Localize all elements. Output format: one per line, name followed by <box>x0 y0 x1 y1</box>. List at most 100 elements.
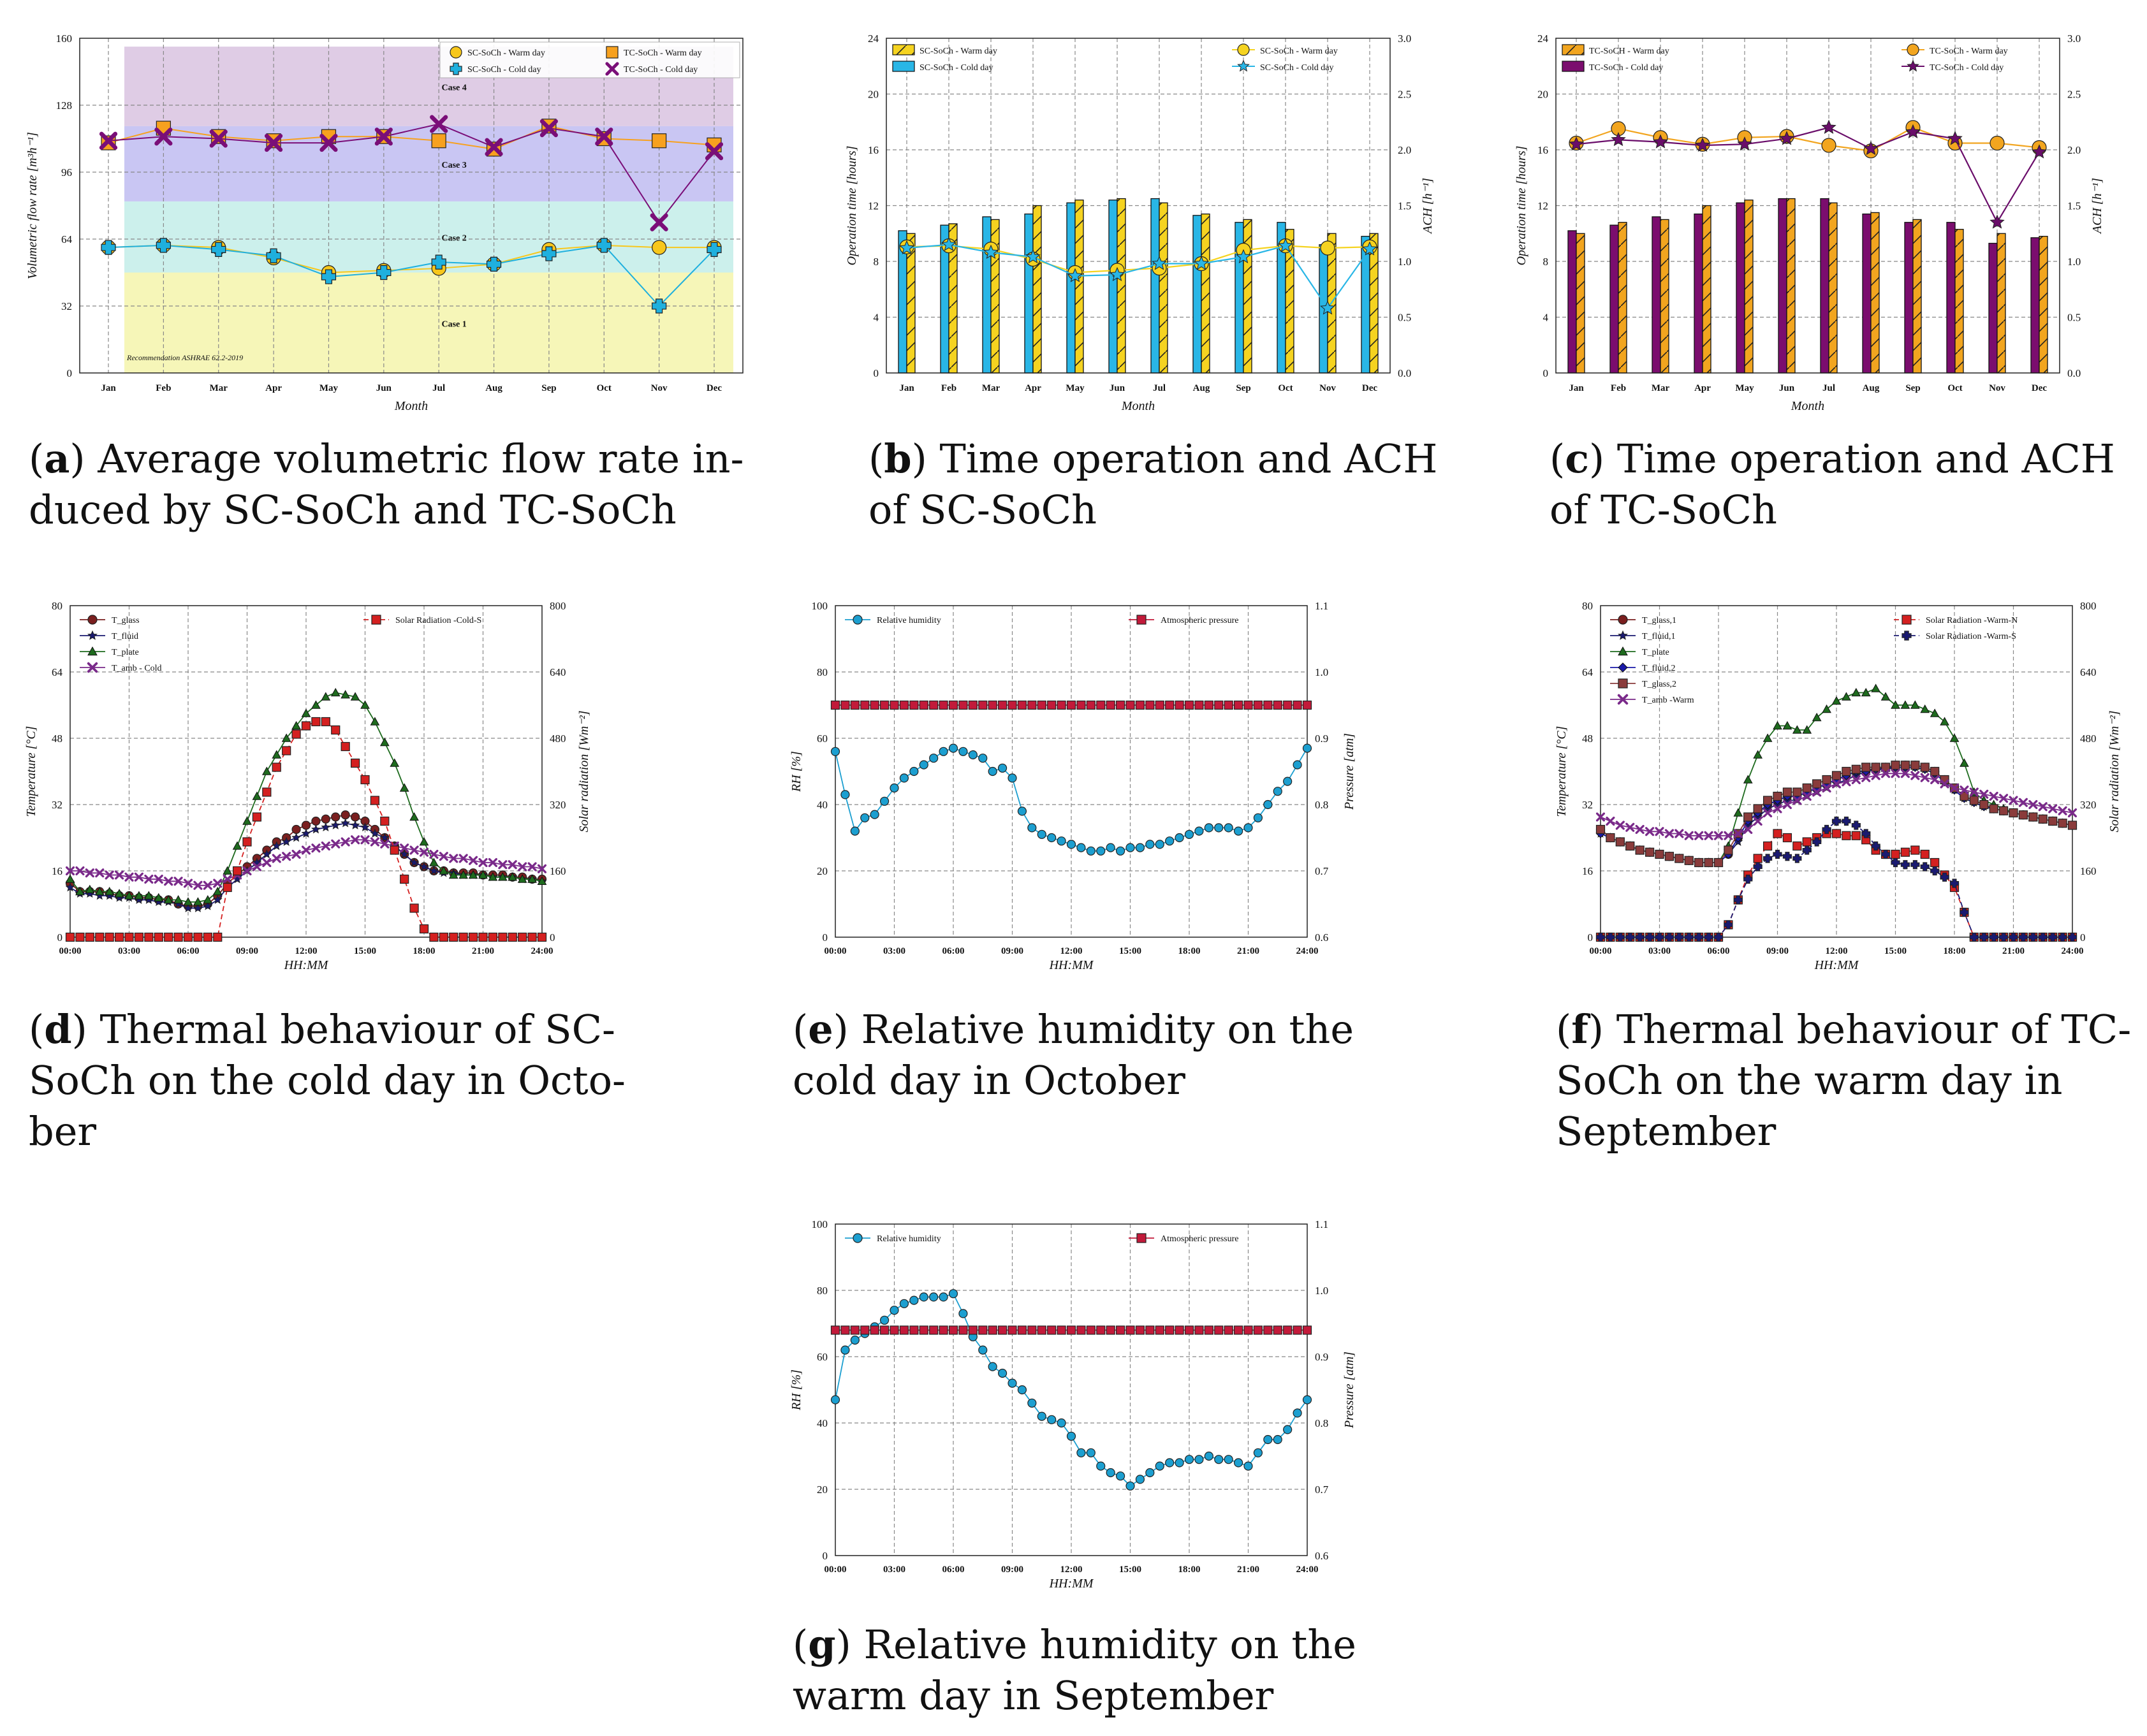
y-tick-label: 16 <box>1582 865 1593 877</box>
data-point <box>1243 823 1253 833</box>
data-point <box>1194 700 1204 710</box>
data-point <box>850 826 860 836</box>
data-point <box>840 700 850 710</box>
x-tick-label: Sep <box>541 383 556 393</box>
data-point <box>261 766 272 775</box>
data-point <box>1979 799 1989 810</box>
legend: TC-SoCH - Warm day TC-SoCh - Cold day TC-S… <box>1562 43 2008 73</box>
data-point <box>1606 833 1615 843</box>
data-point <box>1047 700 1057 710</box>
y-tick-label: 4 <box>1543 312 1549 324</box>
data-point <box>1949 783 1960 793</box>
data-point <box>350 812 360 822</box>
data-point <box>1362 241 1377 256</box>
data-point <box>899 1299 909 1308</box>
y2-tick-label: 0 <box>2080 931 2086 944</box>
data-point <box>1008 700 1017 710</box>
x-tick-label: Jan <box>1569 383 1584 393</box>
bar <box>2030 237 2040 374</box>
data-point <box>941 237 956 251</box>
data-point <box>478 870 488 879</box>
data-point <box>1224 700 1233 710</box>
data-point <box>1320 240 1335 256</box>
data-point <box>1253 1325 1263 1335</box>
data-point <box>1831 779 1842 789</box>
data-point <box>282 746 291 755</box>
data-point <box>311 824 321 834</box>
data-point <box>537 932 547 942</box>
x-tick-label: 00:00 <box>824 946 847 956</box>
data-point <box>997 1368 1008 1378</box>
y2-tick-label: 480 <box>550 733 566 745</box>
data-point <box>899 1325 909 1335</box>
chart-panel-e: 0 20 40 60 80 100 0.6 0.7 0.8 0.9 1.0 1.1 00:00 03:00… <box>765 587 1403 982</box>
data-point <box>143 891 154 900</box>
data-point <box>2018 932 2028 942</box>
data-point <box>321 841 330 851</box>
data-point <box>527 862 537 872</box>
data-point <box>899 700 909 710</box>
data-point <box>1204 700 1213 710</box>
y-tick-label: 24 <box>868 33 879 45</box>
plot-frame <box>70 605 543 938</box>
data-point <box>948 700 958 710</box>
data-point <box>1779 131 1794 145</box>
data-point <box>1949 879 1960 888</box>
y2-tick-label: 0.5 <box>1398 312 1411 324</box>
data-point <box>350 692 360 701</box>
data-point <box>1125 1325 1135 1335</box>
data-point <box>488 872 498 881</box>
data-point <box>264 133 283 152</box>
series-line <box>108 125 715 150</box>
data-point <box>1184 1325 1194 1335</box>
data-point <box>1076 700 1086 710</box>
data-point <box>1293 1325 1302 1335</box>
data-point <box>1881 769 1891 778</box>
caption-f: (f) Thermal behaviour of TC- SoCh on the… <box>1556 1006 2132 1155</box>
legend-label: Relative humidity <box>877 1234 941 1244</box>
x-tick-label: Mar <box>1652 383 1670 393</box>
data-point <box>95 868 105 878</box>
caption-c-letter: c <box>1565 435 1589 482</box>
annotation: Recommendation ASHRAE 62.2-2019 <box>126 353 243 362</box>
data-point <box>1037 700 1046 710</box>
x-tick-label: 09:00 <box>1001 1565 1023 1575</box>
data-point <box>1704 932 1713 942</box>
x-tick-label: 21:00 <box>1237 1565 1259 1575</box>
data-point <box>341 690 351 699</box>
y2-tick-label: 3.0 <box>1398 33 1411 45</box>
x-tick-label: May <box>319 383 339 393</box>
data-point <box>65 932 75 942</box>
band-label: Case 1 <box>442 319 467 329</box>
data-point <box>341 810 350 820</box>
caption-c-line1: Time operation and ACH <box>1616 435 2115 482</box>
data-point <box>282 852 291 861</box>
data-point <box>1273 1434 1282 1445</box>
data-point <box>154 893 164 901</box>
y-tick-label: 60 <box>817 1351 828 1363</box>
data-point <box>85 868 94 878</box>
data-point <box>890 1306 899 1315</box>
data-point <box>1027 1325 1037 1335</box>
caption-d-line1: Thermal behaviour of SC- <box>99 1006 615 1053</box>
data-point <box>958 700 968 710</box>
data-point <box>1135 700 1145 710</box>
data-point <box>203 880 212 890</box>
bar-series-0 <box>1567 198 2040 374</box>
data-point <box>183 879 193 888</box>
data-point <box>2048 804 2058 813</box>
x-tick-label: Oct <box>597 383 612 393</box>
y-tick-label: 20 <box>817 1484 828 1496</box>
data-point <box>1851 775 1861 785</box>
legend-box <box>439 41 740 78</box>
data-point <box>1655 849 1664 859</box>
x-tick-label: 06:00 <box>1708 946 1730 956</box>
data-point <box>154 932 163 942</box>
data-point <box>1175 1458 1184 1468</box>
data-point <box>1611 132 1626 147</box>
data-point <box>1086 700 1095 710</box>
caption-f-line2: SoCh on the warm day in <box>1556 1057 2063 1104</box>
data-point <box>879 700 890 710</box>
caption-e-line2: cold day in October <box>793 1057 1185 1104</box>
data-point <box>978 700 988 710</box>
